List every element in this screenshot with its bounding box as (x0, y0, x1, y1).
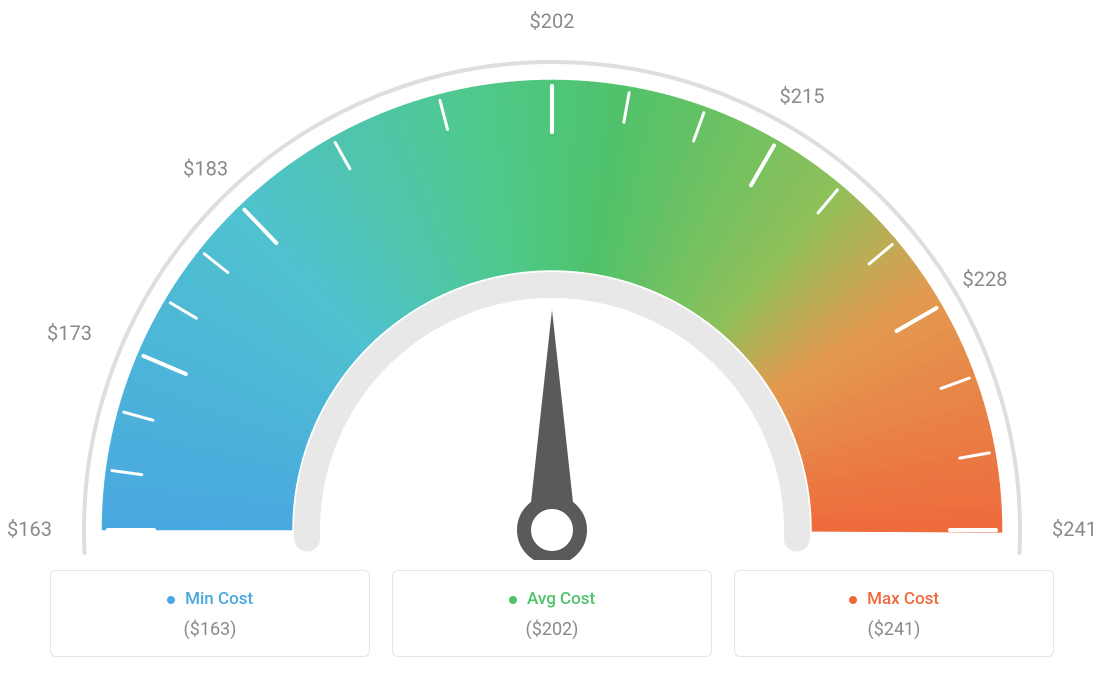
legend-card-min: Min Cost ($163) (50, 570, 370, 657)
gauge-tick-label: $228 (963, 267, 1008, 291)
legend-label-avg: Avg Cost (403, 589, 701, 609)
gauge-tick-label: $163 (7, 517, 52, 541)
gauge-svg: $163 $173 $183 $202 $215 $228 $241 (0, 0, 1104, 560)
legend-value-avg: ($202) (403, 619, 701, 640)
legend-card-max: Max Cost ($241) (734, 570, 1054, 657)
gauge-needle-hub (524, 502, 580, 558)
gauge-tick-label: $183 (183, 156, 228, 180)
gauge-tick-label: $241 (1052, 517, 1097, 541)
gauge-chart: $163 $173 $183 $202 $215 $228 $241 (0, 0, 1104, 560)
legend-card-avg: Avg Cost ($202) (392, 570, 712, 657)
legend-label-max-text: Max Cost (867, 589, 939, 609)
legend-label-min-text: Min Cost (185, 589, 253, 609)
gauge-tick-label: $173 (47, 321, 92, 345)
legend-dot-max (849, 596, 857, 604)
legend-value-min: ($163) (61, 619, 359, 640)
legend-row: Min Cost ($163) Avg Cost ($202) Max Cost… (0, 570, 1104, 657)
legend-value-max: ($241) (745, 619, 1043, 640)
legend-label-min: Min Cost (61, 589, 359, 609)
legend-dot-min (167, 596, 175, 604)
legend-label-max: Max Cost (745, 589, 1043, 609)
gauge-tick-label: $215 (780, 84, 825, 108)
legend-dot-avg (509, 596, 517, 604)
gauge-tick-label: $202 (530, 9, 575, 33)
legend-label-avg-text: Avg Cost (527, 589, 595, 609)
